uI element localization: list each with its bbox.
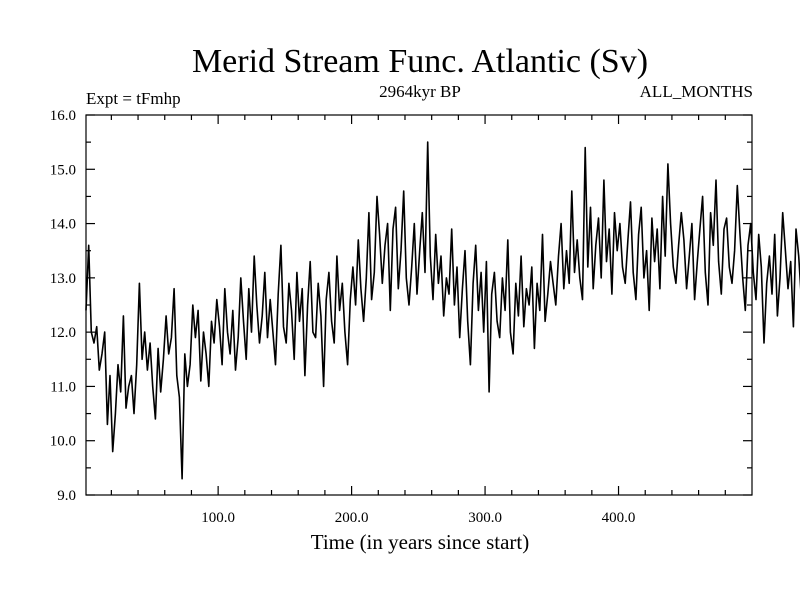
experiment-label: Expt = tFmhp <box>86 89 181 108</box>
y-tick-label: 9.0 <box>57 488 76 504</box>
y-tick-label: 11.0 <box>50 379 76 395</box>
axis-ticks <box>86 114 752 496</box>
y-tick-label: 10.0 <box>50 434 76 450</box>
time-period-label: 2964kyr BP <box>379 82 461 101</box>
plot-frame <box>85 114 753 496</box>
x-tick-label: 300.0 <box>468 510 502 526</box>
chart-title: Merid Stream Func. Atlantic (Sv) <box>192 43 648 80</box>
y-tick-label: 13.0 <box>50 271 76 287</box>
x-tick-label: 100.0 <box>201 510 235 526</box>
x-tick-label: 400.0 <box>602 510 636 526</box>
x-axis-label: Time (in years since start) <box>311 530 530 554</box>
y-tick-label: 15.0 <box>50 162 76 178</box>
series-line <box>85 141 800 480</box>
y-tick-label: 16.0 <box>50 108 76 124</box>
y-tick-label: 12.0 <box>50 325 76 341</box>
y-tick-label: 14.0 <box>50 217 76 233</box>
months-label: ALL_MONTHS <box>640 82 753 101</box>
axis-tick-labels: 9.0 10.0 11.0 12.0 13.0 14.0 15.0 16.0 100.0 200.… <box>50 108 636 526</box>
x-tick-label: 200.0 <box>335 510 369 526</box>
